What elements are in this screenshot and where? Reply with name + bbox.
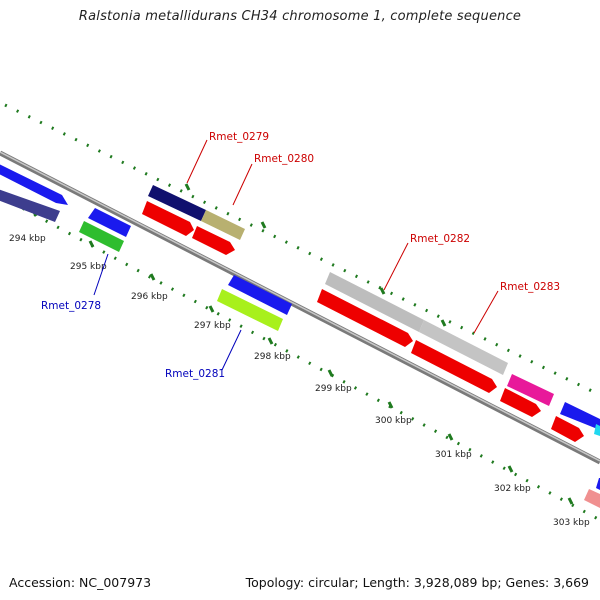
gene-red[interactable] [317,289,413,347]
scale-label: 302 kbp [494,484,531,494]
gene-red[interactable] [192,226,235,255]
gene-forward[interactable] [0,162,68,205]
tick-297 [208,305,215,313]
gene-reverse[interactable] [584,489,600,508]
scale-label: 301 kbp [435,450,472,460]
gene-rmet-0280[interactable] [201,210,245,240]
gene-red[interactable] [551,416,584,442]
map-title: Ralstonia metallidurans CH34 chromosome … [78,9,522,24]
forward-strand-genes [0,162,600,436]
gene-rmet-0283[interactable] [419,320,508,375]
gene-rmet-0281[interactable] [217,289,283,331]
tick-295 [88,240,95,248]
gene-reverse[interactable] [596,478,600,490]
inner-dotted-scale [0,194,600,522]
chromosome-backbone [0,150,600,465]
scale-label: 298 kbp [254,352,291,362]
topology-summary: Topology: circular; Length: 3,928,089 bp… [245,575,589,590]
gene-labels: Rmet_0279 Rmet_0280 Rmet_0282 Rmet_0283 … [41,131,560,380]
gene-reverse[interactable] [228,275,292,315]
outer-ticks [184,183,447,327]
gene-forward[interactable] [560,402,600,430]
tick-296 [149,273,156,281]
scale-label: 296 kbp [131,292,168,302]
scale-label: 297 kbp [194,321,231,331]
gene-red[interactable] [411,340,497,393]
label-rmet-0278[interactable]: Rmet_0278 [41,300,101,312]
label-rmet-0281[interactable]: Rmet_0281 [165,368,225,380]
tick-298 [267,337,274,345]
gene-red[interactable] [142,201,194,236]
label-rmet-0283[interactable]: Rmet_0283 [500,281,560,293]
tick-302 [507,465,514,473]
scale-label: 295 kbp [70,262,107,272]
scale-ticks [31,209,574,505]
tick-300 [387,401,394,409]
red-genes [142,201,584,442]
outer-dotted-guide [4,103,600,397]
leader-lines [93,139,499,371]
tick-301 [447,433,454,441]
gene-reverse[interactable] [88,208,131,237]
scale-labels: 294 kbp 295 kbp 296 kbp 297 kbp 298 kbp … [9,234,590,528]
tick-303 [567,497,574,505]
reverse-strand-genes [79,208,600,508]
scale-label: 303 kbp [553,518,590,528]
tick-299 [327,369,334,377]
gene-rmet-0282[interactable] [325,272,424,332]
accession-info: Accession: NC_007973 [9,575,152,590]
scale-label: 300 kbp [375,416,412,426]
gene-rmet-0278[interactable] [79,221,124,252]
gene-red[interactable] [500,388,541,417]
gene-forward[interactable] [594,424,600,436]
label-rmet-0279[interactable]: Rmet_0279 [209,131,269,143]
label-rmet-0280[interactable]: Rmet_0280 [254,153,314,165]
chromosome-backbone-highlight [0,151,600,462]
gene-forward[interactable] [0,188,60,222]
gene-rmet-0279[interactable] [148,185,206,221]
scale-label: 294 kbp [9,234,46,244]
label-rmet-0282[interactable]: Rmet_0282 [410,233,470,245]
gene-forward[interactable] [507,374,554,406]
scale-label: 299 kbp [315,384,352,394]
